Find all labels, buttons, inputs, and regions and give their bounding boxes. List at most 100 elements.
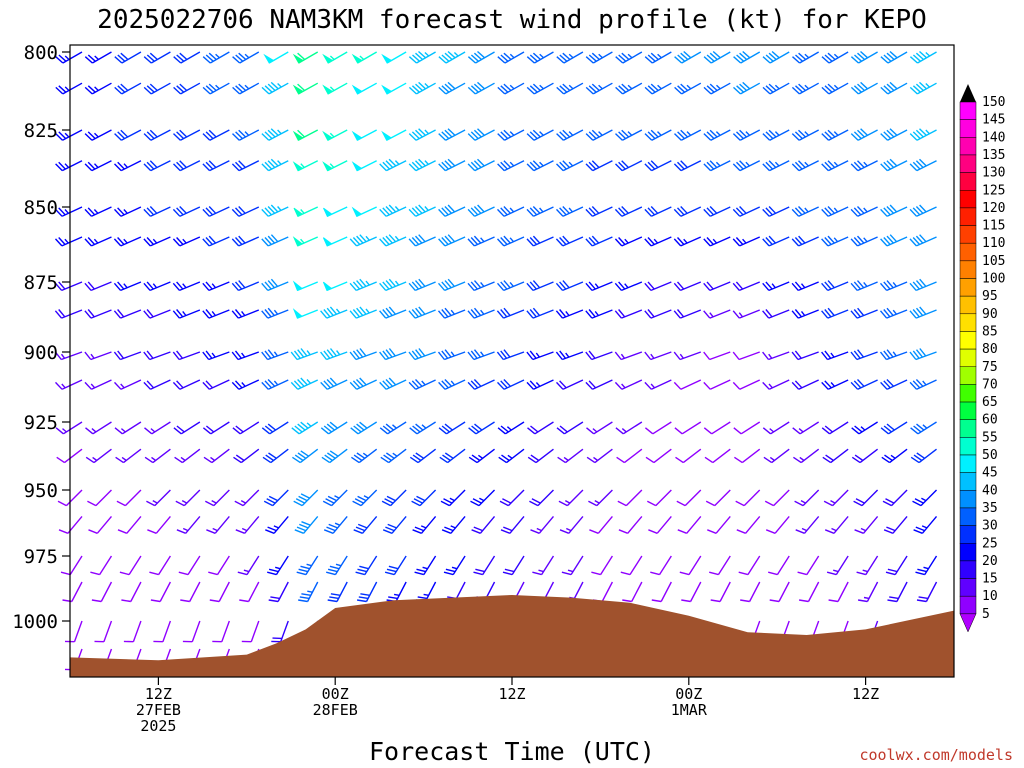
colorbar-tick-label: 135: [982, 148, 1005, 163]
wind-barb: [497, 421, 525, 435]
colorbar-swatch: [959, 525, 977, 544]
wind-barb: [114, 160, 142, 172]
wind-barb: [349, 278, 377, 292]
wind-barb: [322, 82, 348, 95]
wind-barb: [320, 306, 348, 319]
wind-barb: [84, 129, 112, 141]
wind-barb: [614, 351, 643, 361]
colorbar-swatch: [959, 331, 977, 350]
x-tick-label: 00Z: [675, 685, 702, 703]
wind-barb: [64, 620, 83, 643]
wind-barb: [674, 82, 702, 95]
wind-barb: [54, 379, 83, 390]
colorbar-tick-label: 60: [982, 413, 998, 428]
wind-barb: [290, 377, 319, 390]
wind-barb: [703, 351, 731, 361]
wind-barb: [292, 280, 319, 292]
wind-barb: [673, 309, 702, 319]
wind-barb: [762, 309, 790, 319]
wind-barb: [261, 349, 289, 361]
wind-barb: [791, 281, 819, 292]
wind-barb: [113, 379, 142, 390]
wind-barb: [90, 555, 113, 576]
wind-barb: [351, 160, 377, 172]
wind-barb: [440, 489, 466, 507]
wind-barb: [762, 160, 790, 172]
wind-barb: [740, 581, 761, 603]
wind-barb: [468, 421, 495, 435]
colorbar-tick-label: 10: [982, 589, 998, 604]
wind-barb: [113, 236, 142, 247]
wind-barb: [231, 280, 260, 292]
wind-barb: [379, 234, 407, 247]
wind-barb: [349, 348, 377, 361]
wind-barb: [293, 206, 319, 217]
wind-barb: [412, 515, 437, 534]
wind-barb: [55, 160, 83, 172]
wind-barb: [909, 158, 937, 172]
colorbar-tick-label: 65: [982, 395, 998, 410]
colorbar-swatch: [959, 595, 977, 615]
wind-barb: [764, 489, 790, 507]
wind-barb: [261, 307, 289, 319]
wind-barb: [591, 555, 613, 576]
colorbar-tick-label: 115: [982, 219, 1005, 234]
wind-barb: [529, 489, 554, 507]
colorbar-swatch: [959, 401, 977, 420]
wind-barb: [91, 581, 113, 603]
wind-barb: [738, 555, 761, 576]
wind-barb: [381, 51, 407, 64]
wind-barb: [526, 350, 554, 361]
wind-barb: [56, 448, 83, 464]
wind-barb: [173, 51, 201, 64]
wind-barb: [84, 82, 112, 95]
wind-barb: [94, 620, 113, 643]
wind-barb: [54, 206, 83, 217]
x-tick-label: 12Z: [852, 685, 879, 703]
colorbar-swatch: [959, 578, 977, 597]
wind-barb: [527, 421, 554, 435]
wind-barb: [202, 281, 230, 292]
wind-barb: [408, 278, 436, 292]
wind-barb: [762, 351, 790, 361]
wind-barb: [123, 620, 142, 643]
wind-barb: [379, 306, 407, 319]
wind-barb: [673, 206, 702, 217]
wind-barb: [241, 620, 260, 643]
wind-barb: [735, 489, 761, 507]
credit-link[interactable]: coolwx.com/models: [859, 746, 1013, 764]
wind-barb: [703, 309, 731, 319]
wind-barb: [650, 555, 672, 576]
wind-barb: [408, 204, 436, 217]
colorbar-tick-label: 30: [982, 519, 998, 534]
wind-barb: [615, 160, 643, 172]
wind-barb: [880, 81, 908, 95]
wind-barb: [153, 620, 172, 643]
wind-barb: [644, 351, 672, 361]
wind-barb: [673, 281, 702, 292]
wind-barb: [408, 50, 436, 64]
wind-barb: [143, 160, 171, 172]
wind-barb: [232, 51, 260, 64]
wind-barb: [356, 581, 378, 603]
wind-barb: [792, 421, 820, 435]
wind-barb: [438, 234, 466, 247]
wind-barb: [271, 620, 289, 643]
wind-barb: [644, 379, 672, 390]
wind-barb: [144, 421, 171, 435]
wind-barb: [202, 350, 230, 361]
y-tick-label: 900: [24, 342, 58, 364]
wind-barb: [797, 555, 820, 576]
wind-barb: [674, 50, 702, 64]
wind-barb: [212, 620, 230, 643]
wind-barb: [113, 350, 142, 361]
colorbar-swatch: [959, 101, 977, 120]
wind-barb: [793, 448, 820, 464]
wind-barb: [762, 281, 790, 292]
wind-barb: [526, 379, 554, 390]
wind-barb: [880, 204, 908, 217]
wind-barb: [84, 160, 112, 172]
wind-barb: [881, 448, 908, 464]
wind-barb: [821, 51, 849, 64]
colorbar-tick-label: 75: [982, 360, 998, 375]
